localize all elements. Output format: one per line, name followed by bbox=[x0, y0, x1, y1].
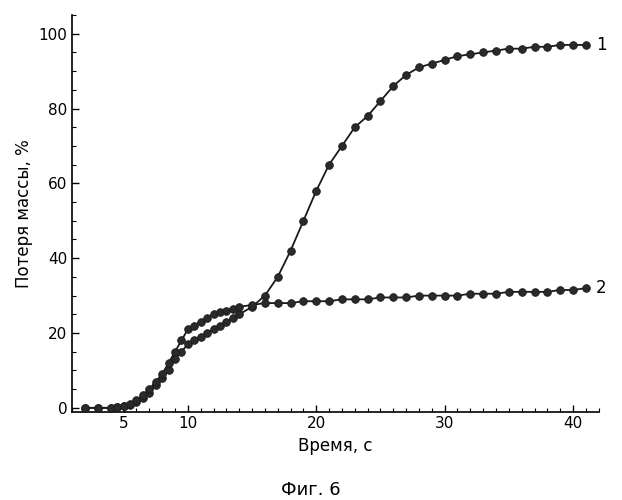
Text: 2: 2 bbox=[596, 279, 607, 297]
X-axis label: Время, с: Время, с bbox=[299, 437, 373, 455]
Text: Фиг. 6: Фиг. 6 bbox=[281, 481, 341, 499]
Y-axis label: Потеря массы, %: Потеря массы, % bbox=[15, 139, 33, 288]
Text: 1: 1 bbox=[596, 36, 607, 54]
